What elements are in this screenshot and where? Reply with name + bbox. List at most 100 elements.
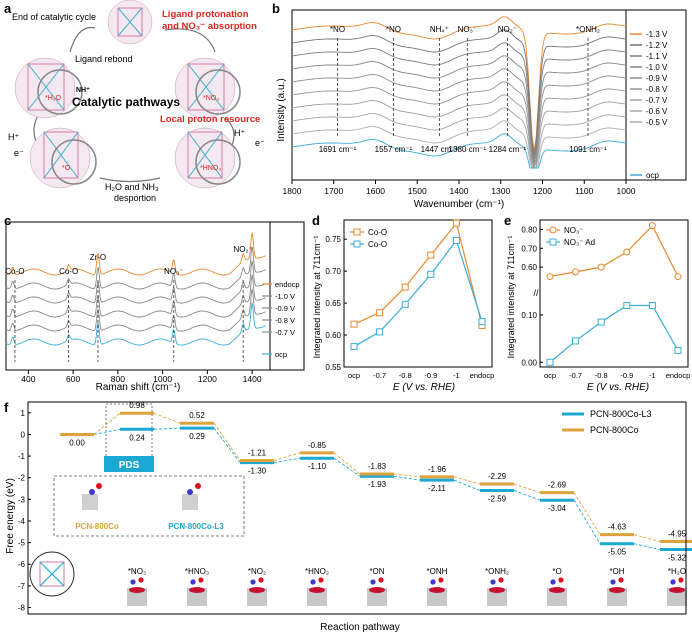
- label-e-right: e⁻: [255, 138, 265, 148]
- label-no3-absorption: and NO₃⁻ absorption: [162, 21, 257, 32]
- species-label: *HNO₂: [305, 567, 329, 576]
- y-tick-label: -8: [18, 604, 26, 613]
- mof-cluster-left: [14, 57, 83, 119]
- species-label: *OH: [609, 567, 624, 576]
- label-h-plus-right: H⁺: [234, 128, 245, 138]
- legend-label: ocp: [275, 350, 287, 359]
- y-tick-label: 0.75: [325, 235, 341, 244]
- x-axis-label: E (V vs. RHE): [587, 382, 649, 393]
- label-nh: NH⁺: [76, 87, 90, 94]
- energy-value-label: 0.98: [129, 401, 145, 410]
- species-label: *ONH₂: [485, 567, 509, 576]
- y-tick-label: 0.65: [325, 299, 341, 308]
- energy-value-label: -1.93: [368, 480, 387, 489]
- connector-line: [93, 412, 121, 435]
- mof-cluster-bottom-left: [29, 127, 97, 189]
- spectrum-line: [291, 16, 627, 152]
- adsorbate-site: [129, 587, 145, 593]
- energy-value-label: -5.32: [668, 554, 687, 563]
- energy-value-label: 0.52: [189, 411, 205, 420]
- label-local-proton: Local proton resource: [160, 114, 260, 125]
- mof-cluster-right: [174, 57, 241, 119]
- legend-marker: [549, 238, 557, 246]
- y-tick-label: 0: [21, 430, 26, 439]
- energy-value-label: 0.29: [189, 432, 205, 441]
- label-end-cycle: End of catalytic cycle: [12, 12, 96, 22]
- connector-line: [513, 483, 541, 494]
- wavenumber-label: 1691 cm⁻¹: [319, 145, 357, 154]
- data-point: [597, 263, 605, 271]
- x-tick-label: -0.8: [399, 371, 412, 380]
- legend-label: ocp: [646, 171, 659, 180]
- x-tick-label: -1: [453, 371, 460, 380]
- adsorbate-structure: [307, 588, 327, 606]
- series-line: [353, 221, 483, 326]
- adsorbate-structure: [607, 588, 627, 606]
- peak-label: NO₂⁻: [233, 245, 252, 254]
- legend-label: NO₃⁻: [564, 226, 583, 235]
- x-tick-label: 1800: [283, 186, 302, 196]
- peak-label: *NO: [330, 25, 345, 34]
- series-line: [549, 304, 679, 363]
- raman-spectrum-line: [5, 232, 266, 276]
- label-h2o: *H₂O: [45, 95, 61, 102]
- data-point: [648, 222, 656, 230]
- atom-n: [190, 579, 196, 585]
- legend: PCN-800Co-L3 PCN-800Co: [562, 409, 652, 435]
- x-axis-ticks: 400 600 800 1000 1200 1400: [21, 370, 262, 384]
- x-tick-label: 800: [111, 374, 125, 384]
- energy-value-label: -1.83: [368, 462, 387, 471]
- data-point: [648, 301, 656, 309]
- y-axis-label: Integrated intensity at 711cm⁻¹: [506, 236, 516, 359]
- species-label: *O: [552, 567, 561, 576]
- atom-o: [558, 577, 564, 583]
- atom-o: [258, 577, 264, 583]
- legend-label: -1.3 V: [646, 30, 668, 39]
- x-tick-label: 1600: [366, 186, 385, 196]
- energy-value-label: -4.95: [668, 530, 687, 539]
- peak-label: *ONH₂: [576, 25, 600, 34]
- adsorbate-site: [669, 587, 685, 593]
- panel-a: a: [0, 0, 272, 208]
- panel-f-svg: f Free energy (eV) Reaction pathway PDS …: [4, 400, 692, 633]
- legend: -1.3 V -1.2 V -1.1 V -1.0 V -0.9 V -0.8 V -0.7…: [630, 30, 668, 180]
- data-point: [546, 358, 554, 366]
- series-line: [549, 224, 679, 278]
- data-point: [572, 268, 580, 276]
- x-tick-label: 1200: [533, 186, 552, 196]
- x-tick-label: 1000: [617, 186, 636, 196]
- legend-label: PCN-800Co: [590, 425, 639, 435]
- panel-f-letter: f: [4, 400, 9, 415]
- y-tick-label: 0.70: [521, 244, 537, 253]
- plot-frame: [343, 219, 493, 368]
- legend-label: -0.7 V: [646, 96, 668, 105]
- adsorbate-site: [309, 587, 325, 593]
- raman-spectrum-line: [5, 246, 266, 290]
- wavenumber-label: 1380 cm⁻¹: [449, 145, 487, 154]
- spectrum-line: [291, 81, 627, 170]
- data-point: [376, 309, 384, 317]
- spectrum-line: [291, 120, 627, 169]
- panel-c-svg: c Co-O Co-O Zr-O NO₃⁻ NO₂⁻ 400 600 800 1000 1200…: [4, 213, 305, 393]
- cycle-arrow: [164, 28, 216, 53]
- legend: endocp -1.0 V -0.9 V -0.8 V -0.7 V ocp: [262, 280, 300, 359]
- data-point: [401, 283, 409, 291]
- x-axis-ticks: 1800 1700 1600 1500 1400 1300 1200 1100 1000: [283, 180, 636, 196]
- peak-label: NO₃⁻: [164, 267, 183, 276]
- panel-d-svg: d Integrated intensity at 711cm⁻¹ E (V v…: [312, 213, 494, 393]
- spectrum-line: [291, 94, 627, 169]
- data-point: [427, 251, 435, 259]
- x-tick-label: 1000: [153, 374, 172, 384]
- peak-label: NO₃⁻: [458, 25, 477, 34]
- legend-label: Co-O: [368, 228, 387, 237]
- energy-value-label: -2.29: [488, 472, 507, 481]
- adsorbate-structure: [127, 588, 147, 606]
- peak-label: NH₄⁺: [430, 25, 449, 34]
- energy-value-label: -5.05: [608, 548, 627, 557]
- energy-value-label: -0.85: [308, 441, 327, 450]
- inset-label-pcn800co: PCN-800Co: [75, 522, 119, 531]
- panel-b-letter: b: [272, 1, 280, 16]
- wavenumber-label: 1557 cm⁻¹: [375, 145, 413, 154]
- x-tick-label: 400: [21, 374, 35, 384]
- raman-spectra: [5, 232, 266, 346]
